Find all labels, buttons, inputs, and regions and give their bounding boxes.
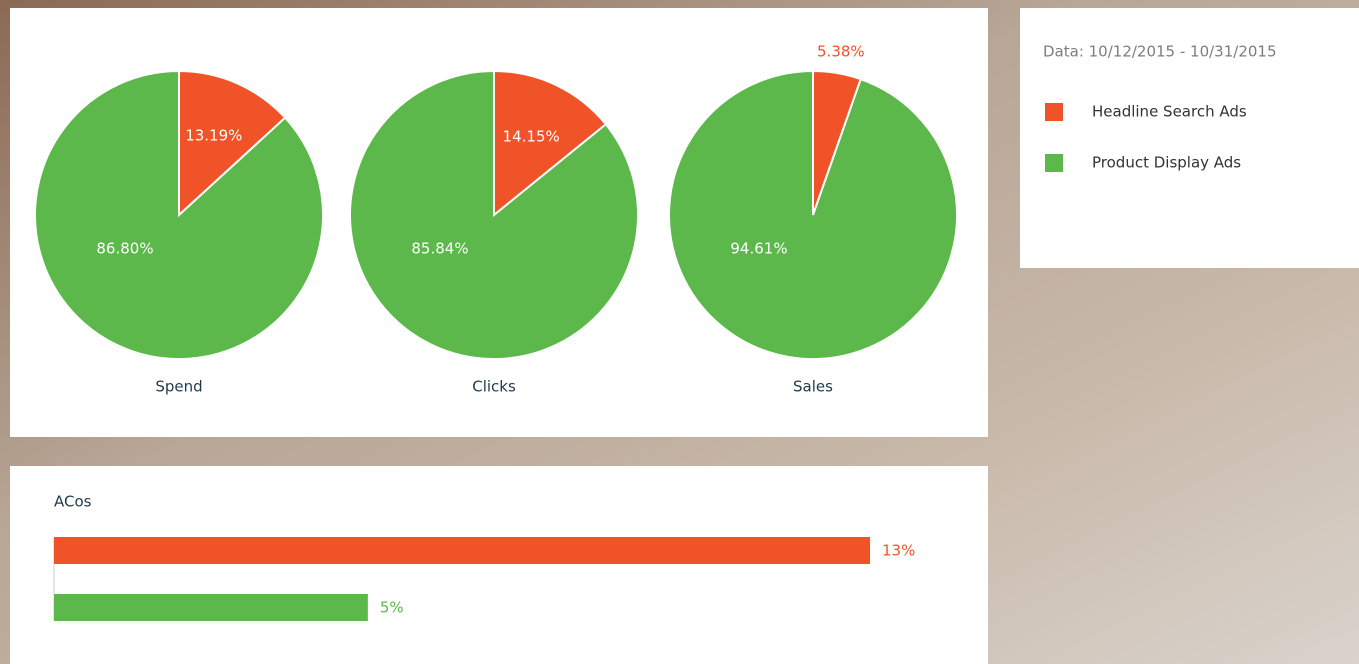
pie-title: Sales [793, 378, 833, 396]
pie-title: Clicks [472, 378, 516, 396]
legend-label: Product Display Ads [1092, 154, 1241, 172]
pie-label: 5.38% [817, 42, 865, 60]
bar-title: ACos [54, 493, 92, 511]
pie-label: 86.80% [96, 240, 153, 258]
pie-label: 14.15% [503, 127, 560, 145]
legend-swatch [1045, 154, 1063, 172]
pie-label: 85.84% [411, 240, 468, 258]
bar [54, 537, 870, 564]
date-range: Data: 10/12/2015 - 10/31/2015 [1043, 43, 1277, 61]
pie-label: 94.61% [730, 240, 787, 258]
dashboard: Data: 10/12/2015 - 10/31/2015 Headline S… [0, 0, 1359, 664]
legend-label: Headline Search Ads [1092, 103, 1247, 121]
bar-label: 5% [380, 599, 404, 617]
bar-panel [10, 466, 988, 664]
legend-swatch [1045, 103, 1063, 121]
pie-label: 13.19% [185, 126, 242, 144]
pie-title: Spend [155, 378, 202, 396]
page: Data: 10/12/2015 - 10/31/2015 Headline S… [0, 0, 1359, 664]
bar [54, 594, 368, 621]
bar-label: 13% [882, 542, 915, 560]
pie-slice [669, 71, 957, 359]
